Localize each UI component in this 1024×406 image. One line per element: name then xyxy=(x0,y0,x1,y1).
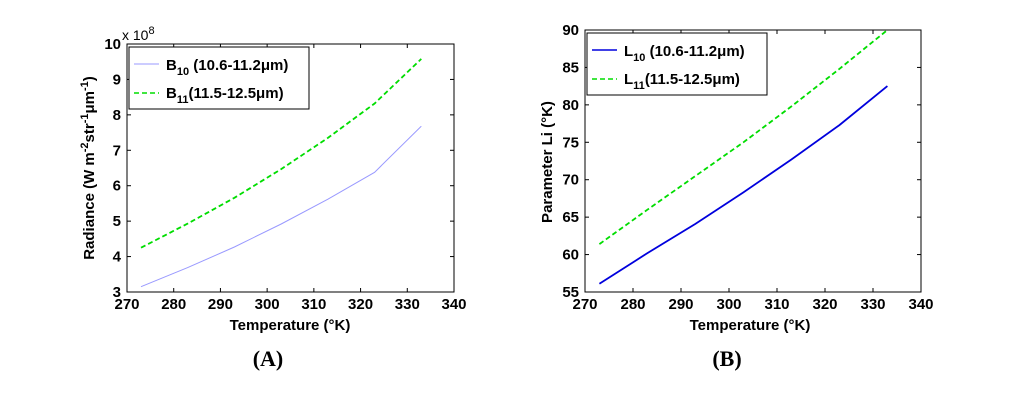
chart-b-ytick-label: 55 xyxy=(562,284,579,301)
chart-a-ytick-label: 7 xyxy=(113,142,121,159)
chart-a-panel-label: (A) xyxy=(253,346,284,371)
chart-a-xtick-label: 290 xyxy=(208,296,233,313)
chart-a-xtick-label: 340 xyxy=(441,296,466,313)
chart-b-xtick-label: 290 xyxy=(668,296,693,313)
chart-a-ytick-label: 9 xyxy=(113,71,121,88)
chart-a-legend-label-b11: B11(11.5-12.5μm) xyxy=(166,85,284,106)
chart-b-ytick-label: 85 xyxy=(562,59,579,76)
chart-a-series-line-2 xyxy=(140,58,422,249)
chart-b-ytick-label: 90 xyxy=(562,22,579,39)
chart-b-xtick-label: 270 xyxy=(572,296,597,313)
chart-a-xtick-label: 310 xyxy=(301,296,326,313)
chart-b-ytick-label: 75 xyxy=(562,134,579,151)
chart-b-legend-label-l10: L10 (10.6-11.2μm) xyxy=(624,43,745,64)
chart-b-ytick-label: 70 xyxy=(562,172,579,189)
chart-b-xtick-label: 310 xyxy=(764,296,789,313)
chart-a-ytick-label: 6 xyxy=(113,178,121,195)
chart-b-legend-label-l11: L11(11.5-12.5μm) xyxy=(624,71,740,92)
chart-a-xtick-label: 300 xyxy=(255,296,280,313)
chart-a-xtick-label: 280 xyxy=(161,296,186,313)
chart-a-ylabel: Radiance (W m-2str-1μm-1) xyxy=(79,76,98,260)
chart-a-xtick-label: 320 xyxy=(348,296,373,313)
chart-a-legend: B10 (10.6-11.2μm) B11(11.5-12.5μm) xyxy=(128,46,310,110)
chart-a-xtick-label: 270 xyxy=(114,296,139,313)
chart-a-legend-label-b10: B10 (10.6-11.2μm) xyxy=(166,57,288,78)
chart-b: 270 280 290 300 310 320 330 340 55 60 65 70 75 80 85 90… xyxy=(539,22,934,371)
chart-b-ytick-label: 65 xyxy=(562,209,579,226)
chart-b-ytick-label: 60 xyxy=(562,247,579,264)
chart-b-series-line-1 xyxy=(598,85,888,285)
chart-a-ytick-label: 5 xyxy=(113,213,121,230)
chart-b-series-line-2 xyxy=(598,29,888,245)
chart-a-series-line-1 xyxy=(140,125,422,288)
chart-b-xtick-label: 320 xyxy=(812,296,837,313)
chart-b-legend: L10 (10.6-11.2μm) L11(11.5-12.5μm) xyxy=(586,32,768,96)
chart-a-ytick-label: 8 xyxy=(113,107,121,124)
chart-b-panel-label: (B) xyxy=(712,346,741,371)
chart-b-ytick-label: 80 xyxy=(562,97,579,114)
chart-b-ylabel: Parameter Li (°K) xyxy=(539,101,556,223)
chart-a-multiplier: x 108 xyxy=(122,25,155,43)
chart-a-ytick-label: 10 xyxy=(104,36,121,53)
chart-a-xlabel: Temperature (°K) xyxy=(230,317,351,334)
chart-b-xtick-label: 280 xyxy=(620,296,645,313)
chart-a-xtick-label: 330 xyxy=(395,296,420,313)
chart-b-xtick-label: 330 xyxy=(860,296,885,313)
chart-b-xlabel: Temperature (°K) xyxy=(690,317,811,334)
chart-a-ytick-label: 3 xyxy=(113,284,121,301)
chart-a-ytick-label: 4 xyxy=(113,249,122,266)
chart-b-xtick-label: 300 xyxy=(716,296,741,313)
chart-b-xtick-label: 340 xyxy=(908,296,933,313)
